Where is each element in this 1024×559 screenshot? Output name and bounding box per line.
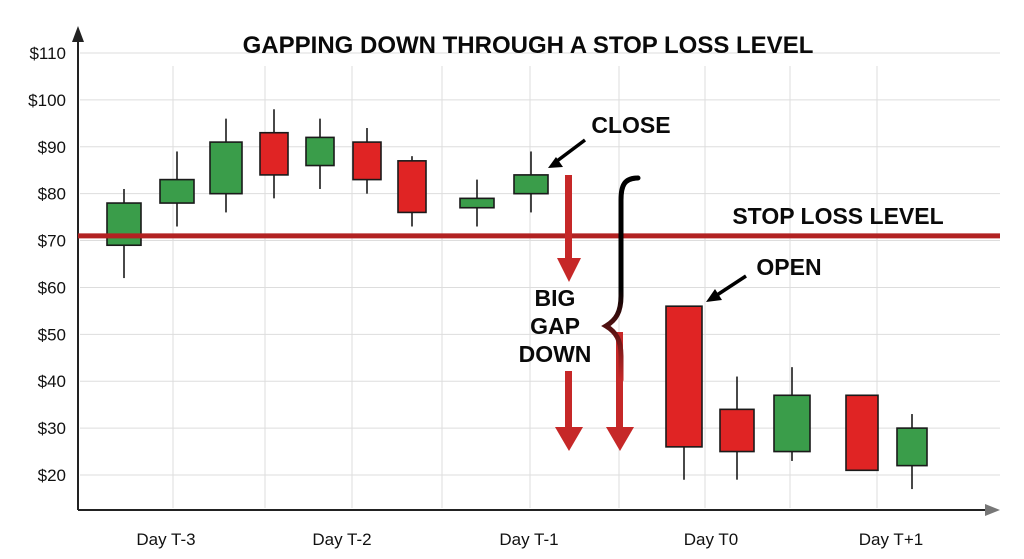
candle [352, 128, 382, 194]
candle-body [845, 394, 879, 472]
open-pointer-arrow-icon [706, 289, 722, 302]
y-tick-label: $30 [38, 419, 66, 438]
candle [397, 156, 427, 227]
x-axis-arrow-icon [985, 504, 1000, 516]
open-pointer-line [716, 274, 747, 297]
y-tick-labels: $110 $100 $90 $80 $70 $60 $50 $40 $30 $20 [28, 44, 66, 485]
gap-arrow-upper-head-icon [557, 258, 581, 282]
gap-arrow-upper-shaft [565, 175, 572, 258]
y-tick-label: $40 [38, 372, 66, 391]
close-pointer-line [555, 138, 587, 163]
gap-label-line: DOWN [519, 341, 592, 367]
candle-body [459, 197, 495, 209]
x-tick-labels: Day T-3 Day T-2 Day T-1 Day T0 Day T+1 [136, 530, 923, 549]
open-label: OPEN [756, 254, 821, 280]
x-tick-label: Day T0 [684, 530, 739, 549]
x-tick-label: Day T+1 [859, 530, 923, 549]
candle-body [773, 394, 811, 453]
close-pointer-arrow-icon [548, 157, 563, 168]
candle [665, 305, 703, 480]
stop-loss-label: STOP LOSS LEVEL [732, 203, 943, 229]
y-tick-label: $110 [29, 44, 66, 63]
candle-body [106, 202, 142, 247]
gap-arrow-lower-shaft [565, 371, 572, 428]
candles [106, 109, 928, 490]
candle [719, 376, 755, 480]
candle-body [305, 136, 335, 167]
x-tick-label: Day T-2 [312, 530, 371, 549]
gap-brace-icon [601, 175, 641, 383]
y-tick-label: $90 [38, 138, 66, 157]
x-tick-label: Day T-1 [499, 530, 558, 549]
candle-body [719, 408, 755, 453]
axes [72, 26, 1000, 516]
close-label: CLOSE [591, 112, 670, 138]
y-tick-label: $70 [38, 232, 66, 251]
candle-body [259, 131, 289, 176]
y-tick-label: $100 [28, 91, 66, 110]
candle-body [513, 174, 549, 195]
y-tick-label: $80 [38, 185, 66, 204]
candle [305, 118, 335, 189]
brace-arrow-head-icon [606, 427, 634, 451]
candle-body [352, 141, 382, 181]
y-axis-arrow-icon [72, 26, 84, 42]
candle-body [397, 160, 427, 214]
y-tick-label: $60 [38, 278, 66, 297]
gap-arrow-lower-head-icon [555, 427, 583, 451]
y-tick-label: $20 [38, 466, 66, 485]
chart-title: GAPPING DOWN THROUGH A STOP LOSS LEVEL [243, 32, 814, 59]
candle-body [896, 427, 928, 467]
candle [896, 414, 928, 490]
candle [845, 394, 879, 472]
candle-body [209, 141, 243, 195]
candle [459, 179, 495, 227]
gap-label-line: BIG [535, 285, 576, 311]
y-tick-label: $50 [38, 325, 66, 344]
candle [209, 118, 243, 213]
candle-body [159, 178, 195, 204]
candle-body [665, 305, 703, 448]
gap-label-line: GAP [530, 313, 580, 339]
x-tick-label: Day T-3 [136, 530, 195, 549]
candle [773, 367, 811, 461]
candle [259, 109, 289, 199]
candle [159, 151, 195, 227]
candle [513, 151, 549, 213]
